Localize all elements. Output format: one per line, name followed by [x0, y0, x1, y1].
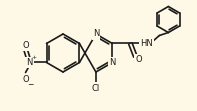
- Text: O: O: [22, 75, 29, 84]
- Text: HN: HN: [140, 39, 153, 48]
- Text: −: −: [27, 80, 34, 89]
- Text: O: O: [22, 41, 29, 50]
- Text: N: N: [109, 58, 116, 67]
- Text: +: +: [31, 55, 36, 60]
- Text: N: N: [93, 30, 99, 39]
- Text: Cl: Cl: [92, 83, 100, 92]
- Text: O: O: [135, 55, 142, 64]
- Text: N: N: [26, 58, 33, 67]
